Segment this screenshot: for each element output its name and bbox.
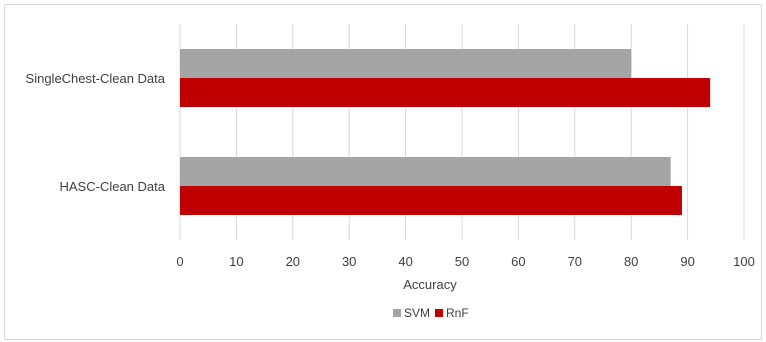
legend-swatch-svm (393, 309, 401, 317)
legend-swatch-rnf (435, 309, 443, 317)
x-axis-title: Accuracy (403, 277, 457, 292)
bar-svm-0 (180, 49, 632, 78)
bars (180, 49, 711, 215)
x-tick-label-30: 30 (342, 254, 356, 269)
x-tick-label-80: 80 (624, 254, 638, 269)
x-tick-label-50: 50 (455, 254, 469, 269)
x-tick-label-0: 0 (176, 254, 183, 269)
legend-label-rnf: RnF (446, 306, 469, 320)
x-tick-labels: 0 10 20 30 40 50 60 70 80 90 100 (176, 254, 754, 269)
x-tick-label-20: 20 (286, 254, 300, 269)
bar-svm-1 (180, 157, 671, 186)
x-tick-label-40: 40 (398, 254, 412, 269)
x-tick-label-100: 100 (733, 254, 755, 269)
bar-rnf-0 (180, 78, 711, 107)
legend: SVM RnF (393, 306, 469, 320)
x-tick-label-10: 10 (229, 254, 243, 269)
x-tick-label-60: 60 (511, 254, 525, 269)
category-labels: SingleChest-Clean Data HASC-Clean Data (26, 71, 166, 194)
category-label-0: SingleChest-Clean Data (26, 71, 166, 86)
x-tick-label-70: 70 (568, 254, 582, 269)
bar-rnf-1 (180, 186, 682, 215)
category-label-1: HASC-Clean Data (60, 179, 166, 194)
x-tick-label-90: 90 (680, 254, 694, 269)
legend-label-svm: SVM (404, 306, 430, 320)
